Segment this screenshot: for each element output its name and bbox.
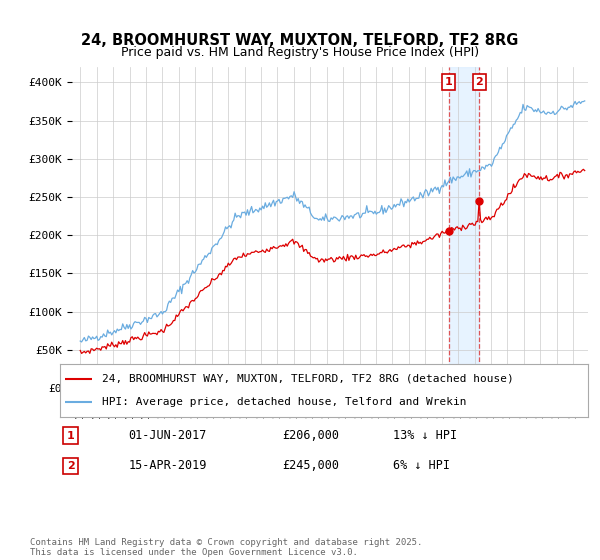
Text: £206,000: £206,000	[282, 429, 339, 442]
Text: Price paid vs. HM Land Registry's House Price Index (HPI): Price paid vs. HM Land Registry's House …	[121, 46, 479, 59]
Text: 2: 2	[476, 77, 483, 87]
Text: £245,000: £245,000	[282, 459, 339, 473]
Text: 2: 2	[67, 461, 74, 471]
Text: 01-JUN-2017: 01-JUN-2017	[128, 429, 207, 442]
Text: 1: 1	[67, 431, 74, 441]
Text: 15-APR-2019: 15-APR-2019	[128, 459, 207, 473]
Text: Contains HM Land Registry data © Crown copyright and database right 2025.
This d: Contains HM Land Registry data © Crown c…	[30, 538, 422, 557]
Text: 6% ↓ HPI: 6% ↓ HPI	[392, 459, 449, 473]
Text: 24, BROOMHURST WAY, MUXTON, TELFORD, TF2 8RG (detached house): 24, BROOMHURST WAY, MUXTON, TELFORD, TF2…	[102, 374, 514, 384]
Text: 1: 1	[445, 77, 452, 87]
Text: HPI: Average price, detached house, Telford and Wrekin: HPI: Average price, detached house, Telf…	[102, 397, 467, 407]
Text: 24, BROOMHURST WAY, MUXTON, TELFORD, TF2 8RG: 24, BROOMHURST WAY, MUXTON, TELFORD, TF2…	[82, 32, 518, 48]
Bar	[449, 67, 479, 388]
Text: 13% ↓ HPI: 13% ↓ HPI	[392, 429, 457, 442]
